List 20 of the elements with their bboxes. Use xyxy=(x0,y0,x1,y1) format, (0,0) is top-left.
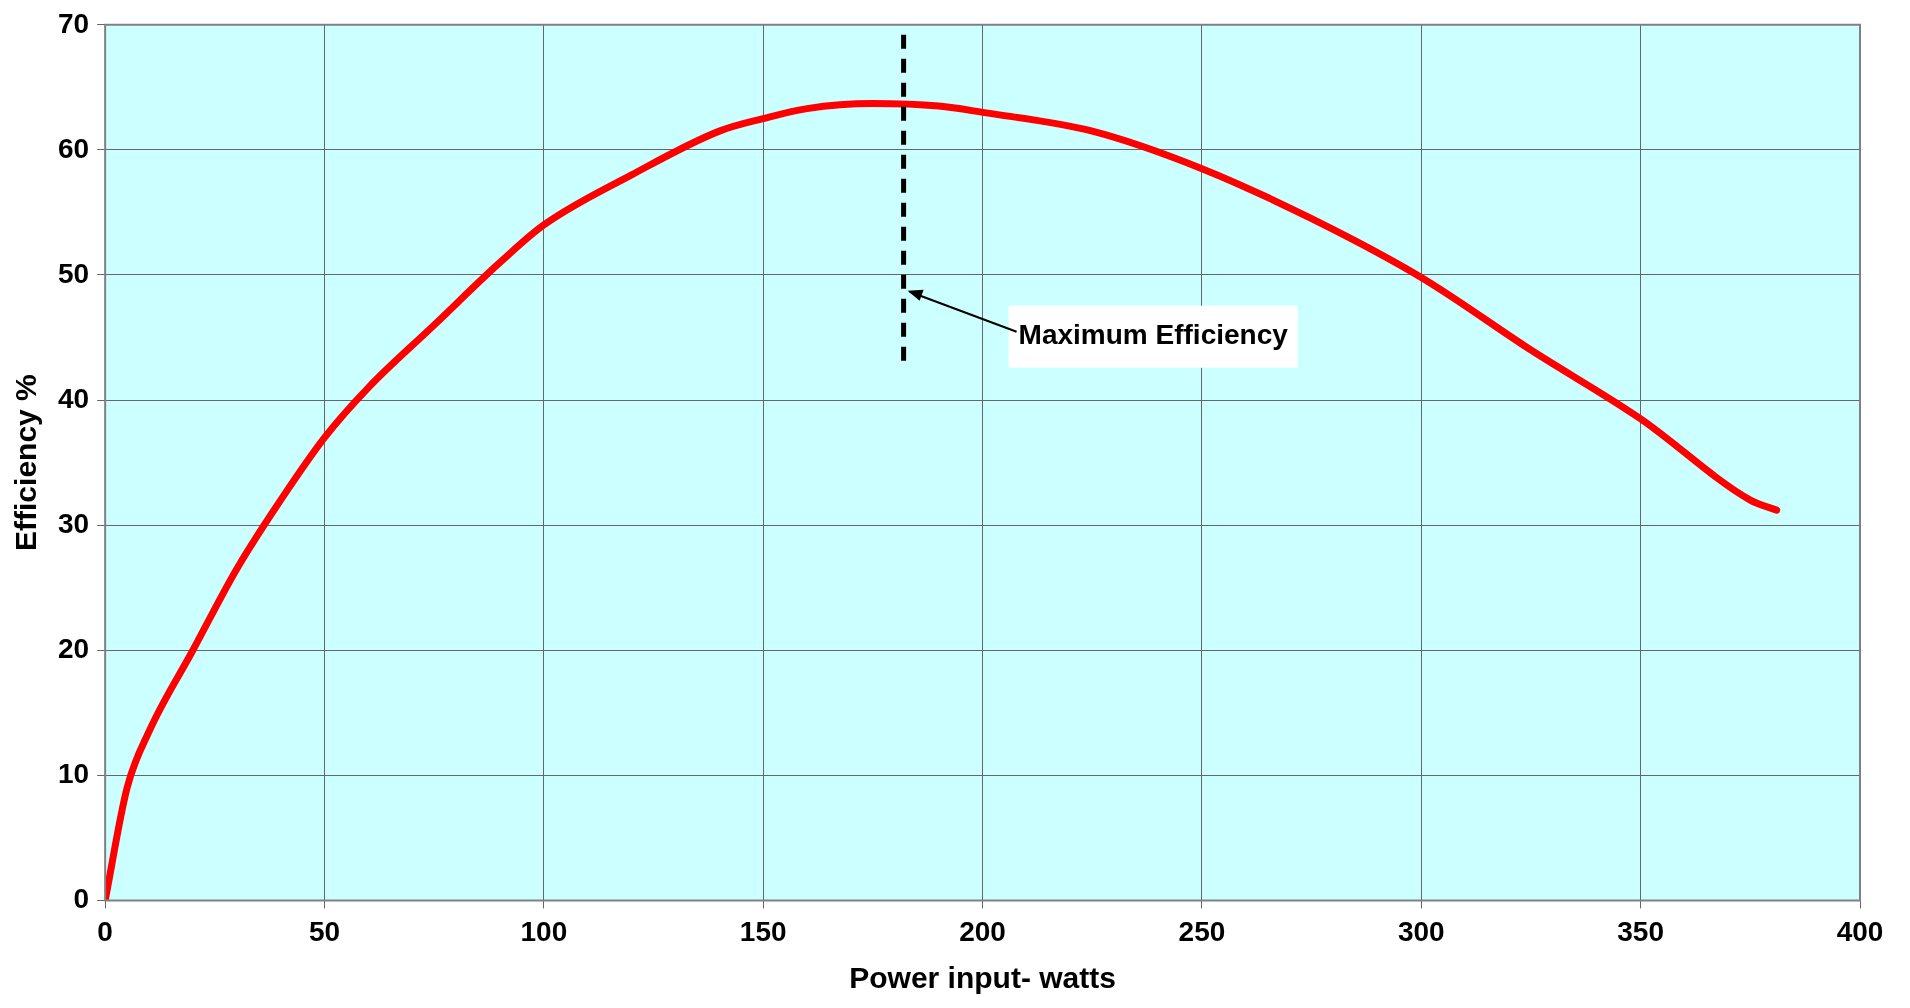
x-axis-title: Power input- watts xyxy=(849,961,1116,995)
y-tick-label: 40 xyxy=(57,382,90,414)
x-tick-label: 200 xyxy=(959,915,1006,947)
y-tick-label: 70 xyxy=(57,7,90,39)
x-tick-label: 400 xyxy=(1836,915,1884,947)
y-tick-label: 0 xyxy=(73,883,90,915)
y-axis-title: Efficiency % xyxy=(9,374,43,551)
x-tick-label: 0 xyxy=(97,915,113,947)
y-tick-label: 30 xyxy=(57,507,90,539)
x-tick-label: 100 xyxy=(520,915,568,947)
x-tick-label: 250 xyxy=(1178,915,1226,947)
x-tick-label: 150 xyxy=(739,915,787,947)
y-tick-label: 50 xyxy=(57,257,90,289)
x-tick-label: 350 xyxy=(1617,915,1664,947)
y-tick-label: 10 xyxy=(57,758,90,790)
y-tick-label: 60 xyxy=(57,132,90,164)
y-tick-label: 20 xyxy=(57,632,90,664)
ref-line-label: Maximum Efficiency xyxy=(1018,319,1289,351)
x-tick-label: 50 xyxy=(308,915,341,947)
x-tick-label: 300 xyxy=(1397,915,1445,947)
